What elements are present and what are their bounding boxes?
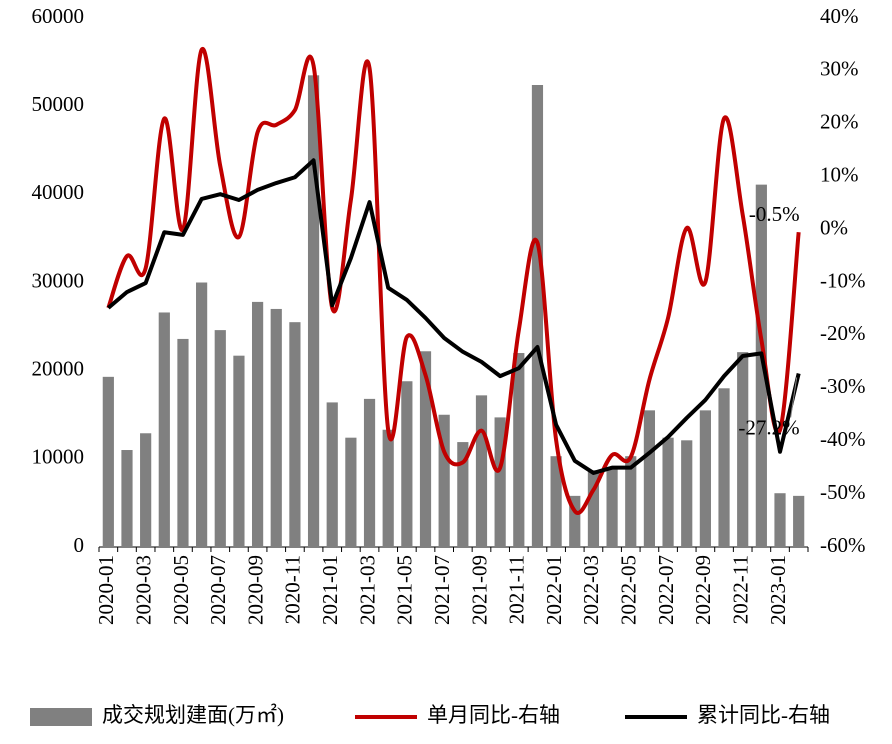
y2-tick-label: -10% — [820, 268, 866, 292]
label-leader — [790, 377, 798, 418]
bar — [140, 433, 152, 547]
bar — [625, 456, 637, 547]
y-tick-label: 50000 — [32, 92, 85, 116]
x-tick-label: 2020-03 — [131, 555, 155, 625]
bar — [587, 470, 600, 547]
bar — [718, 388, 730, 547]
x-tick-label: 2023-01 — [766, 555, 790, 625]
x-tick-label: 2020-09 — [243, 555, 267, 625]
bar — [196, 282, 208, 547]
bar — [401, 381, 413, 547]
y2-tick-label: -60% — [820, 533, 866, 557]
bar — [513, 353, 525, 547]
x-tick-label: 2021-07 — [430, 555, 454, 625]
bar — [755, 184, 767, 547]
bar — [158, 312, 170, 547]
x-tick-label: 2021-09 — [467, 555, 491, 625]
legend-swatch — [30, 708, 92, 726]
bar — [121, 450, 133, 547]
data-label: -0.5% — [749, 202, 800, 226]
bar — [177, 338, 189, 547]
x-tick-label: 2020-01 — [94, 555, 118, 625]
legend-label: 成交规划建面(万㎡) — [102, 703, 284, 727]
y2-tick-label: 40% — [820, 4, 859, 28]
bar — [569, 495, 581, 547]
x-tick-label: 2022-07 — [654, 555, 678, 625]
legend-label: 单月同比-右轴 — [427, 703, 560, 727]
y2-tick-label: 0% — [820, 215, 848, 239]
y2-tick-label: 10% — [820, 163, 859, 187]
y2-tick-label: 20% — [820, 110, 859, 134]
y-tick-label: 40000 — [32, 180, 85, 204]
bar — [214, 330, 226, 547]
x-tick-label: 2022-05 — [617, 555, 641, 625]
bar — [681, 440, 693, 547]
bar — [102, 376, 114, 547]
y2-tick-label: -20% — [820, 321, 866, 345]
x-tick-label: 2020-07 — [206, 555, 230, 625]
bar — [475, 395, 488, 547]
line — [107, 158, 801, 475]
bar — [363, 398, 376, 547]
y2-tick-label: -30% — [820, 374, 866, 398]
bar — [662, 437, 674, 547]
bar — [251, 301, 264, 547]
bar — [494, 417, 506, 547]
y-tick-label: 10000 — [32, 445, 85, 469]
bar — [793, 495, 805, 547]
bar — [606, 467, 618, 547]
bar — [550, 456, 562, 547]
x-tick-label: 2022-03 — [579, 555, 603, 625]
bar — [345, 437, 357, 547]
bar — [531, 85, 544, 548]
y2-tick-label: -40% — [820, 427, 866, 451]
y2-tick-label: 30% — [820, 57, 859, 81]
x-tick-label: 2022-01 — [542, 555, 566, 625]
x-tick-label: 2020-05 — [169, 555, 193, 625]
bar — [233, 355, 245, 547]
x-tick-label: 2021-03 — [355, 555, 379, 625]
bar — [326, 402, 338, 547]
x-tick-label: 2022-11 — [729, 555, 753, 624]
bar — [289, 322, 301, 547]
bar — [774, 493, 786, 547]
y-tick-label: 60000 — [32, 4, 85, 28]
x-tick-label: 2020-11 — [281, 555, 305, 624]
x-tick-label: 2021-11 — [505, 555, 529, 624]
bar — [643, 410, 656, 547]
x-tick-label: 2021-01 — [318, 555, 342, 625]
x-tick-label: 2021-05 — [393, 555, 417, 625]
y2-tick-label: -50% — [820, 480, 866, 504]
line — [106, 47, 801, 515]
bar — [307, 75, 320, 547]
y-tick-label: 0 — [74, 533, 85, 557]
bar — [382, 429, 394, 547]
bar — [699, 410, 711, 547]
x-tick-label: 2022-09 — [691, 555, 715, 625]
bar — [457, 442, 469, 547]
bar — [737, 352, 749, 547]
bar — [270, 308, 282, 547]
data-label: -27.2% — [738, 415, 799, 439]
legend-label: 累计同比-右轴 — [697, 703, 830, 727]
y-tick-label: 30000 — [32, 268, 85, 292]
bar — [419, 351, 432, 547]
y-tick-label: 20000 — [32, 356, 85, 380]
bar — [438, 414, 450, 547]
